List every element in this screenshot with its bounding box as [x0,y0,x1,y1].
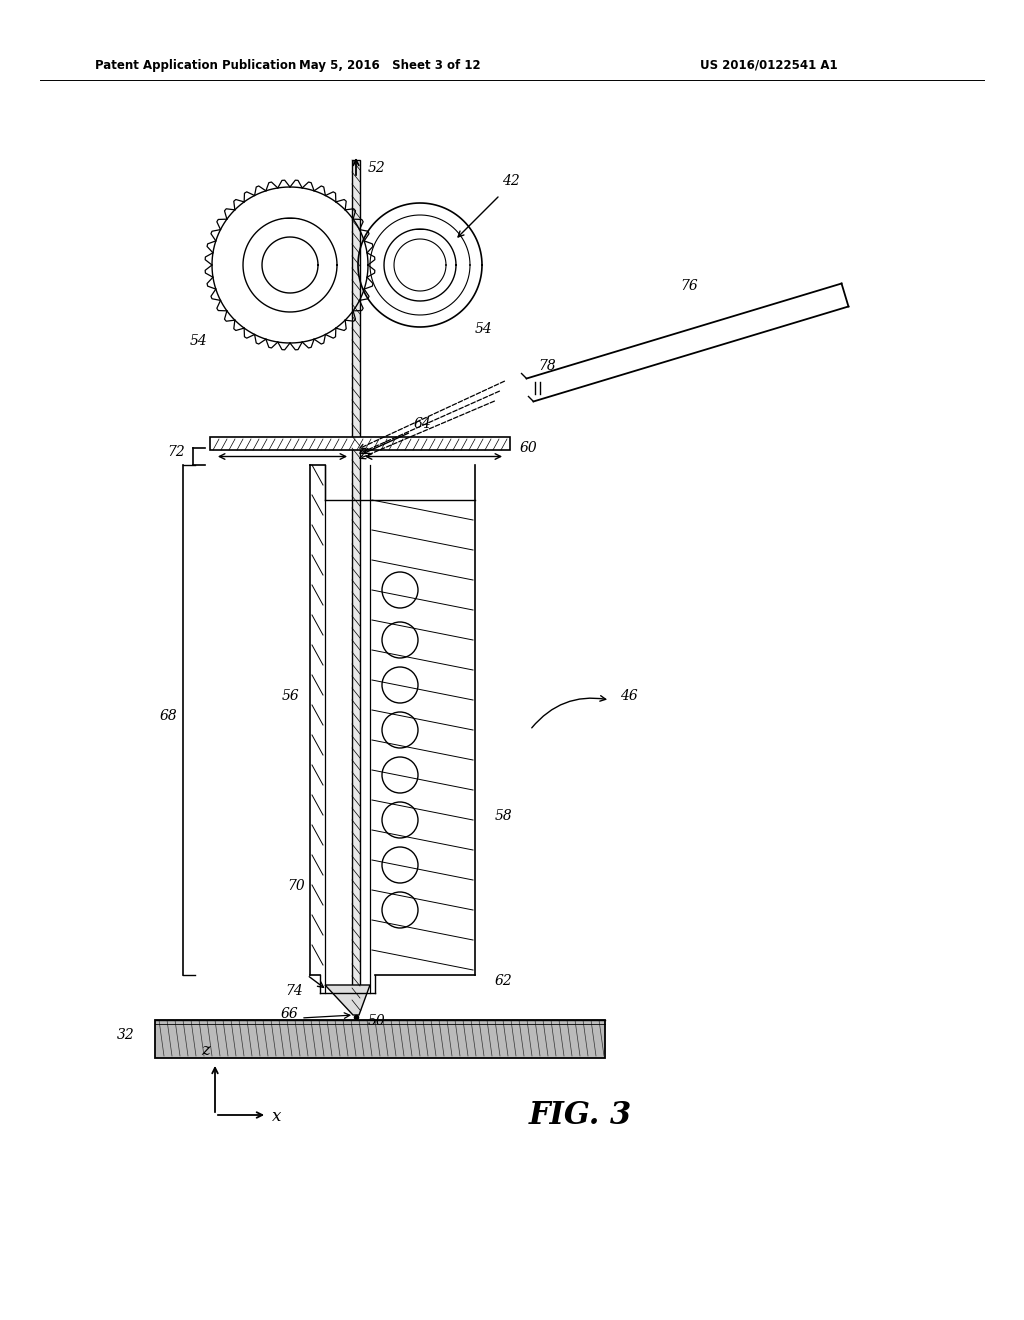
Text: 54: 54 [190,334,208,348]
Polygon shape [325,985,370,1015]
Text: 54: 54 [475,322,493,337]
Text: 78: 78 [538,359,556,374]
Text: May 5, 2016   Sheet 3 of 12: May 5, 2016 Sheet 3 of 12 [299,58,481,71]
Text: US 2016/0122541 A1: US 2016/0122541 A1 [700,58,838,71]
Text: 62: 62 [495,974,513,987]
Text: 66: 66 [281,1007,299,1020]
Text: 42: 42 [502,174,520,187]
Bar [210,437,510,450]
Text: 68: 68 [160,709,178,723]
Text: 32: 32 [117,1028,135,1041]
Text: 50: 50 [368,1014,386,1028]
Text: 60: 60 [520,441,538,455]
Text: 70: 70 [287,879,305,894]
Text: FIG. 3: FIG. 3 [528,1100,632,1130]
Text: 46: 46 [620,689,638,704]
Text: Patent Application Publication: Patent Application Publication [95,58,296,71]
Bar [352,160,360,1010]
Bar [155,1020,605,1059]
Text: 56: 56 [282,689,300,704]
Text: z: z [201,1041,210,1059]
Text: 58: 58 [495,809,513,822]
Text: 72: 72 [167,446,184,459]
Text: 52: 52 [368,161,386,176]
Text: 74: 74 [285,983,303,998]
Text: 76: 76 [680,279,697,293]
Text: x: x [272,1107,282,1125]
Text: 64: 64 [414,417,432,432]
